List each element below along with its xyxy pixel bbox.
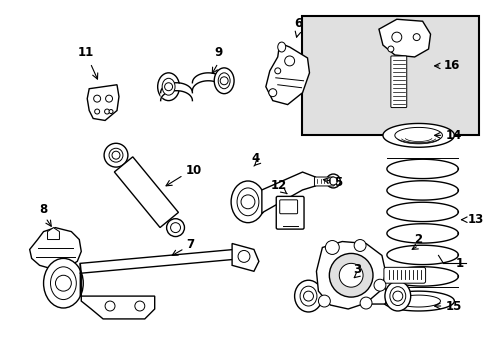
Ellipse shape — [162, 78, 175, 95]
FancyBboxPatch shape — [279, 200, 297, 214]
Circle shape — [55, 275, 71, 291]
Circle shape — [328, 253, 372, 297]
Text: 14: 14 — [445, 129, 461, 142]
Text: 16: 16 — [443, 59, 459, 72]
Polygon shape — [47, 228, 60, 239]
Polygon shape — [396, 295, 440, 307]
Circle shape — [268, 89, 276, 96]
Polygon shape — [87, 85, 119, 121]
Ellipse shape — [50, 267, 76, 300]
Polygon shape — [81, 296, 154, 319]
Polygon shape — [316, 242, 385, 309]
Ellipse shape — [328, 177, 337, 185]
FancyBboxPatch shape — [308, 288, 385, 304]
Polygon shape — [382, 123, 453, 147]
Polygon shape — [114, 157, 178, 228]
Circle shape — [303, 291, 313, 301]
Circle shape — [284, 56, 294, 66]
Ellipse shape — [373, 279, 385, 291]
Text: 2: 2 — [414, 233, 422, 246]
Ellipse shape — [218, 73, 230, 89]
Text: 10: 10 — [185, 163, 201, 176]
FancyBboxPatch shape — [276, 196, 304, 229]
Polygon shape — [382, 291, 453, 311]
Circle shape — [95, 109, 100, 114]
Circle shape — [105, 95, 112, 102]
Circle shape — [104, 109, 109, 114]
Ellipse shape — [384, 281, 410, 311]
Ellipse shape — [166, 219, 184, 237]
Ellipse shape — [359, 297, 371, 309]
Polygon shape — [378, 19, 429, 57]
Polygon shape — [80, 264, 81, 296]
Ellipse shape — [157, 73, 179, 100]
Text: 1: 1 — [454, 257, 463, 270]
Text: 6: 6 — [294, 17, 302, 30]
Ellipse shape — [277, 42, 285, 52]
Polygon shape — [265, 43, 309, 105]
Circle shape — [241, 195, 254, 209]
Ellipse shape — [325, 240, 339, 255]
Ellipse shape — [109, 148, 122, 162]
Polygon shape — [30, 228, 81, 269]
Ellipse shape — [318, 295, 330, 307]
Circle shape — [238, 251, 249, 262]
Ellipse shape — [294, 280, 322, 312]
Circle shape — [387, 46, 393, 52]
Ellipse shape — [214, 68, 234, 94]
Circle shape — [220, 77, 228, 85]
Circle shape — [339, 264, 362, 287]
Circle shape — [412, 33, 419, 41]
Polygon shape — [262, 172, 315, 214]
Ellipse shape — [104, 143, 128, 167]
Ellipse shape — [325, 174, 340, 188]
Ellipse shape — [300, 286, 316, 306]
Text: 13: 13 — [467, 213, 483, 226]
Circle shape — [112, 151, 120, 159]
Text: 9: 9 — [214, 46, 222, 59]
Polygon shape — [232, 243, 258, 271]
Circle shape — [392, 291, 402, 301]
Ellipse shape — [389, 287, 405, 306]
Text: 4: 4 — [251, 152, 260, 165]
Circle shape — [391, 32, 401, 42]
Circle shape — [105, 301, 115, 311]
FancyBboxPatch shape — [390, 56, 406, 108]
Text: 11: 11 — [78, 46, 94, 59]
Text: 5: 5 — [334, 176, 342, 189]
Text: 15: 15 — [445, 300, 461, 312]
Circle shape — [274, 68, 280, 74]
Bar — [301, 16, 478, 135]
Ellipse shape — [43, 258, 83, 308]
Text: 7: 7 — [186, 238, 194, 251]
Text: 8: 8 — [40, 203, 48, 216]
Text: 3: 3 — [352, 263, 361, 276]
Circle shape — [94, 95, 101, 102]
Polygon shape — [394, 127, 442, 143]
Circle shape — [109, 109, 113, 113]
Ellipse shape — [170, 223, 180, 233]
Ellipse shape — [231, 181, 264, 223]
Ellipse shape — [353, 239, 366, 251]
Ellipse shape — [237, 188, 258, 216]
Circle shape — [135, 301, 144, 311]
Circle shape — [164, 83, 172, 91]
FancyBboxPatch shape — [314, 177, 334, 186]
FancyBboxPatch shape — [383, 267, 425, 283]
Text: 12: 12 — [270, 179, 286, 193]
